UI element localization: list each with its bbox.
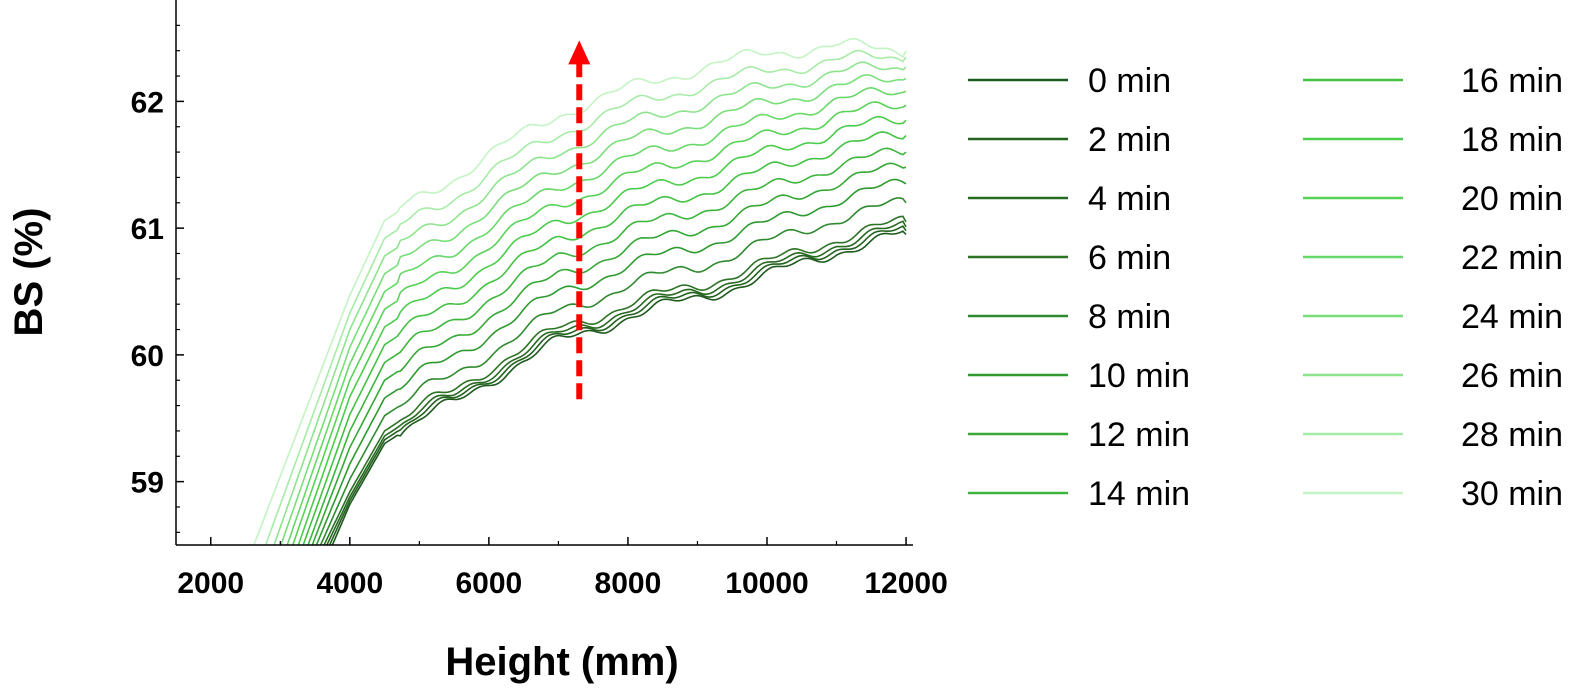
series-line	[326, 220, 907, 545]
x-tick-label: 12000	[864, 567, 947, 600]
legend-label: 18 min	[1461, 121, 1563, 159]
y-tick-label: 62	[131, 86, 164, 119]
x-tick-label: 4000	[316, 567, 383, 600]
series-line	[323, 215, 907, 545]
axes	[175, 0, 913, 546]
legend-label: 16 min	[1461, 62, 1563, 100]
arrow-head	[568, 40, 591, 65]
series-line	[273, 61, 907, 545]
legend-label: 20 min	[1461, 180, 1563, 218]
x-tick-label: 8000	[595, 567, 662, 600]
series-line	[292, 101, 907, 545]
series-line	[328, 225, 907, 545]
series-line	[331, 230, 907, 545]
trend-arrow	[568, 40, 591, 400]
y-tick-label: 60	[131, 340, 164, 373]
legend-label: 28 min	[1461, 416, 1563, 454]
legend-label: 24 min	[1461, 298, 1563, 336]
series-line	[307, 147, 907, 545]
series-line	[319, 197, 907, 545]
legend: 0 min 2 min 4 min 6 min 8 min 10 min 12 min 14 …	[968, 62, 1563, 513]
legend-label: 12 min	[1088, 416, 1190, 454]
series-layer	[253, 37, 907, 545]
y-tick-label: 59	[131, 467, 164, 500]
legend-label: 22 min	[1461, 239, 1563, 277]
series-line	[264, 49, 907, 545]
legend-label: 4 min	[1088, 180, 1171, 218]
x-tick-label: 2000	[177, 567, 244, 600]
series-line	[286, 86, 907, 545]
x-tick-label: 10000	[725, 567, 808, 600]
x-axis-title: Height (mm)	[445, 640, 678, 684]
legend-label: 6 min	[1088, 239, 1171, 277]
legend-label: 30 min	[1461, 475, 1563, 513]
series-line	[315, 178, 907, 545]
ticks: 2000 4000 6000 8000 10000 12000 59 60 61 62	[131, 24, 948, 600]
series-line	[302, 131, 907, 545]
legend-label: 14 min	[1088, 475, 1190, 513]
legend-label: 10 min	[1088, 357, 1190, 395]
x-tick-label: 6000	[456, 567, 523, 600]
legend-label: 8 min	[1088, 298, 1171, 336]
legend-label: 26 min	[1461, 357, 1563, 395]
y-tick-label: 61	[131, 213, 164, 246]
legend-label: 0 min	[1088, 62, 1171, 100]
series-line	[297, 115, 907, 545]
legend-label: 2 min	[1088, 121, 1171, 159]
y-axis-title: BS (%)	[7, 208, 51, 337]
series-line	[280, 74, 907, 545]
series-line	[311, 162, 907, 545]
